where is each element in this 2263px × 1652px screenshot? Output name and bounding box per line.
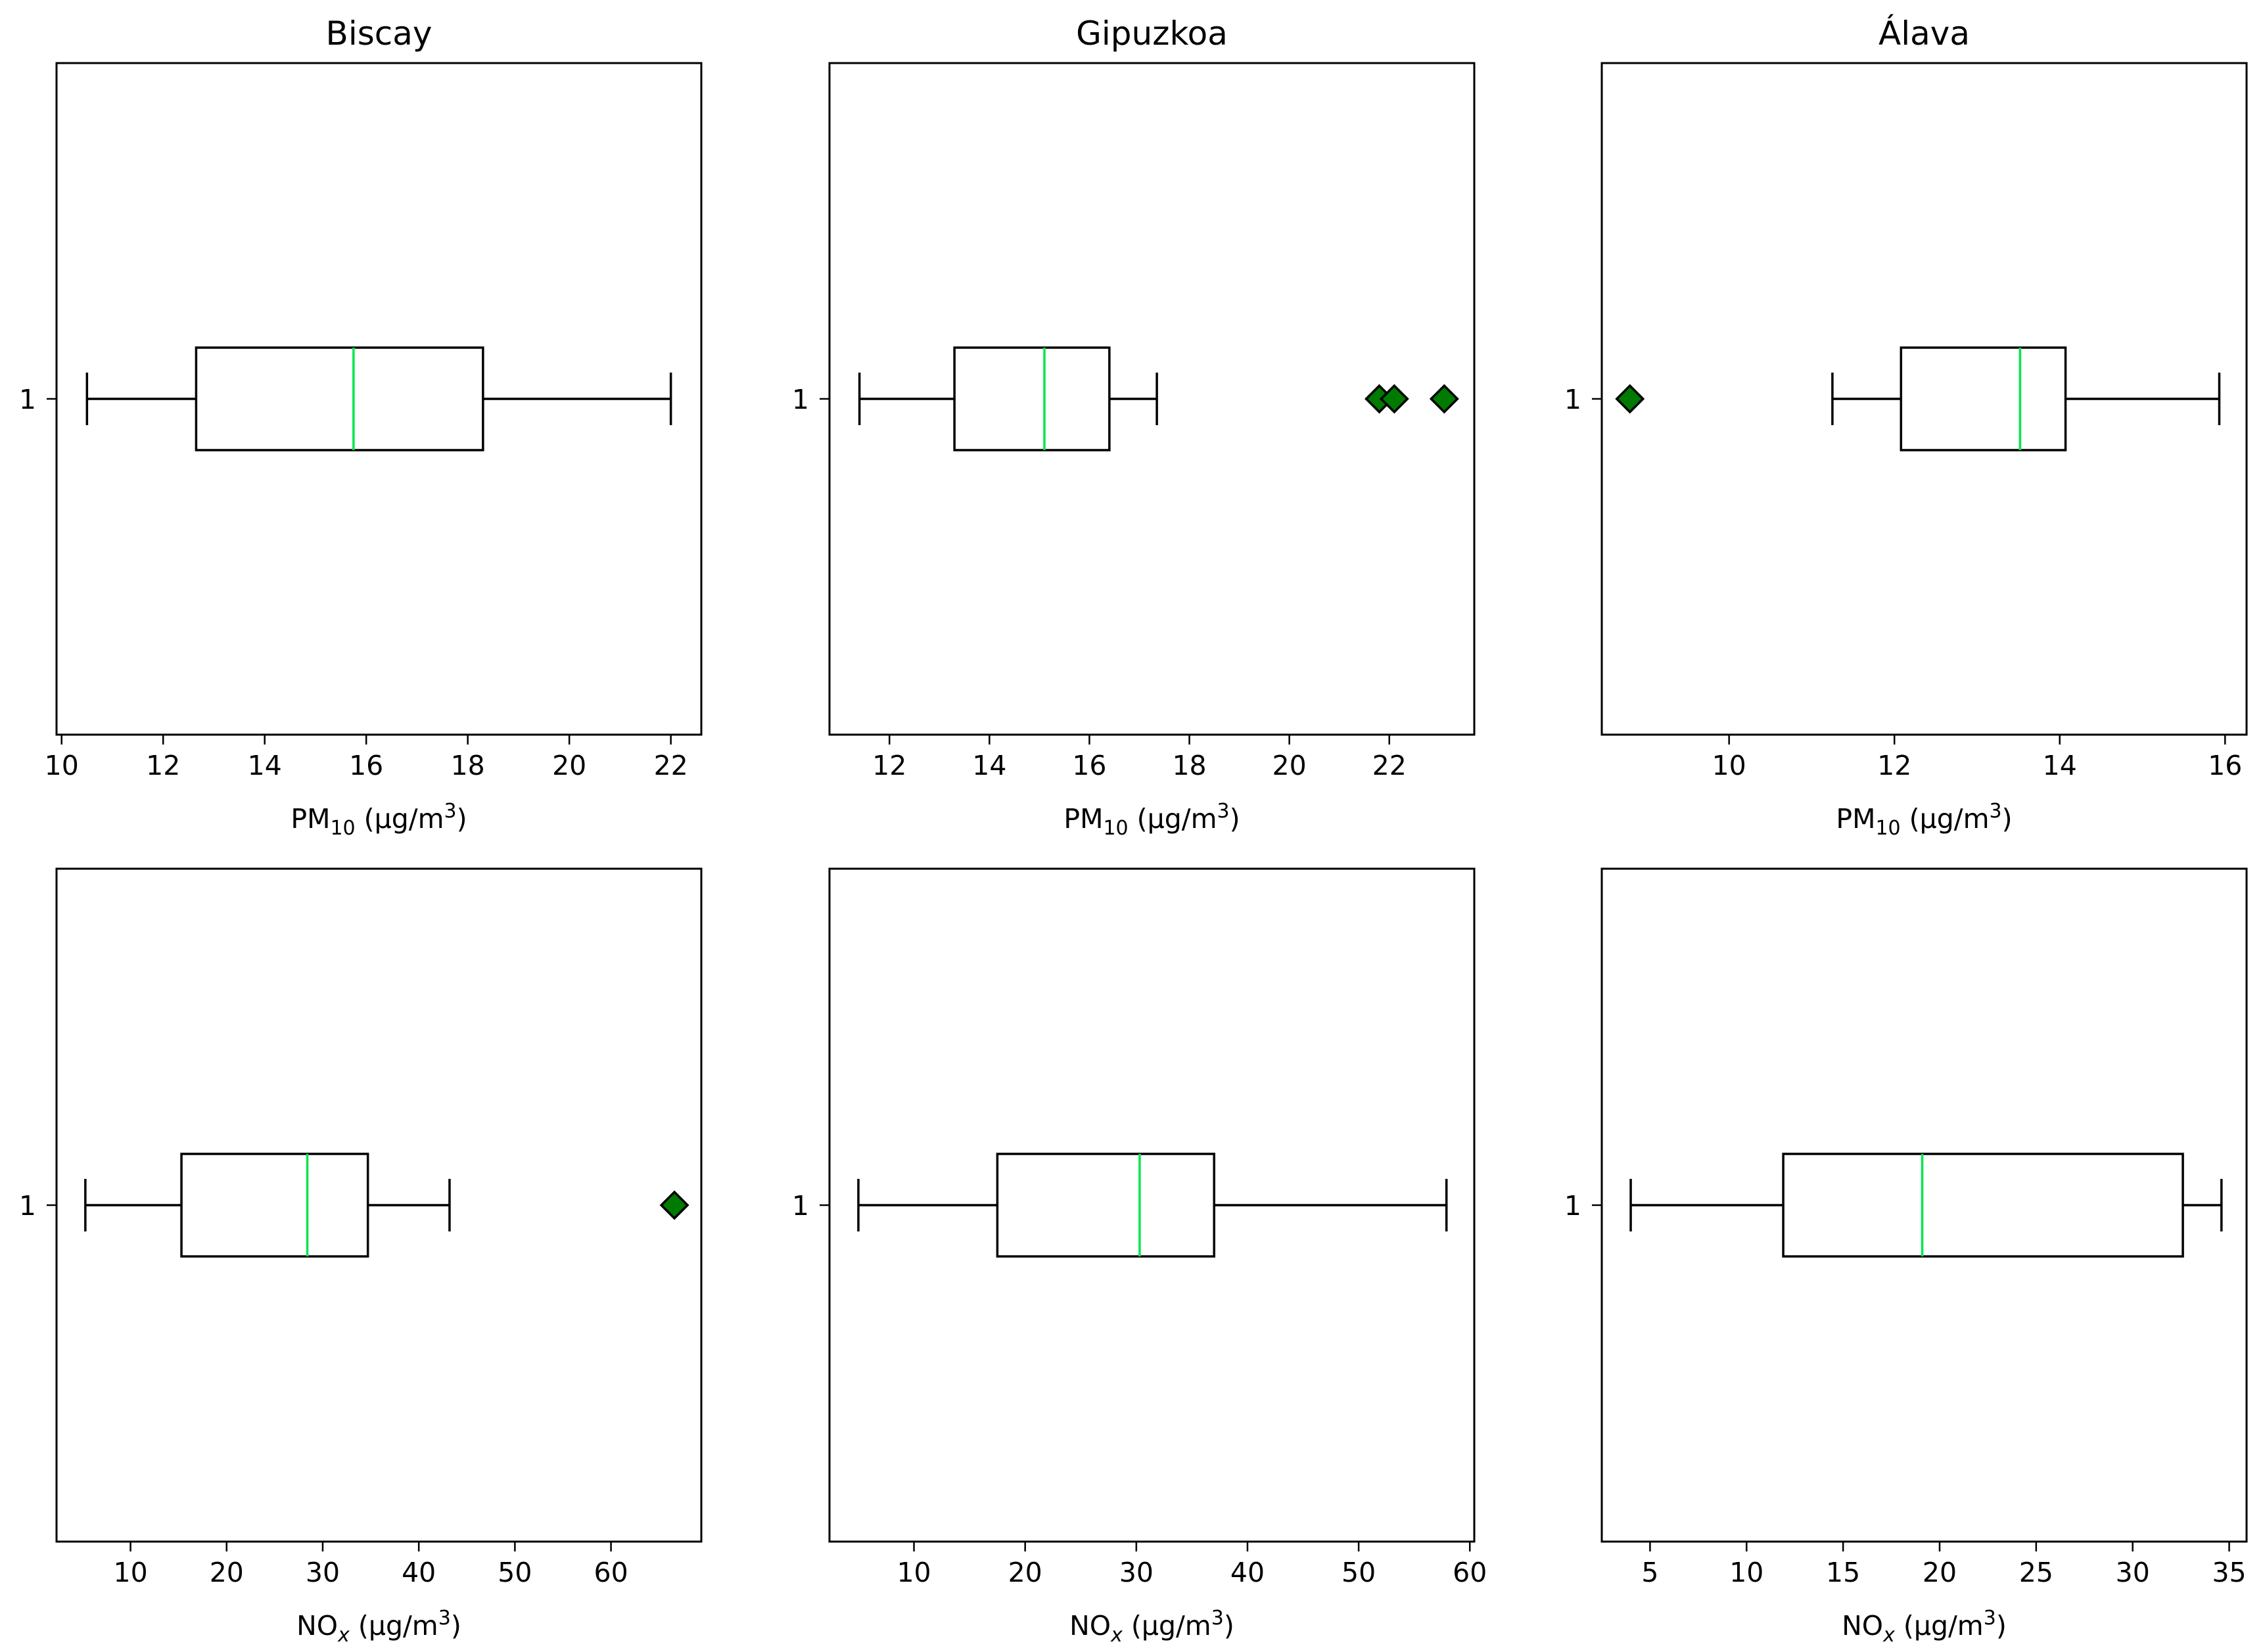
panel-2-xlabel-sup: 3 (1217, 800, 1230, 823)
panel-5-xtick-label: 30 (1119, 1557, 1154, 1588)
panel-3-outlier-point (1615, 384, 1645, 414)
panel-5-xlabel-sub: x (1110, 1624, 1123, 1647)
panel-2-ytick-label: 1 (792, 384, 809, 415)
panel-1-xlabel-unit-close: ) (457, 803, 467, 835)
panel-2-xtick-label: 22 (1372, 750, 1407, 781)
panel-1-xlabel-unit-open: (µg/m (356, 803, 444, 835)
panel-2-xtick-label: 16 (1072, 750, 1106, 781)
panel-4-xlabel-sub: x (337, 1624, 350, 1647)
panel-3-xlabel-unit-open: (µg/m (1901, 803, 1990, 835)
panel-5-xtick-label: 10 (897, 1557, 931, 1588)
panel-4-xtick-label: 30 (306, 1557, 340, 1588)
panel-3-title: Álava (1878, 14, 1970, 53)
panel-3-ytick-label: 1 (1564, 384, 1581, 415)
panel-2-xlabel-unit-open: (µg/m (1129, 803, 1217, 835)
panel-5-xtick-label: 60 (1453, 1557, 1487, 1588)
panel-4-box (180, 1153, 369, 1258)
panel-6-xtick-label: 15 (1826, 1557, 1860, 1588)
panel-3-xlabel-unit-close: ) (2002, 803, 2013, 835)
panel-4-xtick-label: 20 (210, 1557, 244, 1588)
panel-3-xlabel-sub: 10 (1875, 817, 1900, 840)
panel-2-xtick-label: 14 (972, 750, 1006, 781)
panel-6-xtick-label: 25 (2019, 1557, 2053, 1588)
panel-2-xtick-label: 18 (1172, 750, 1206, 781)
panel-1-title: Biscay (326, 14, 432, 53)
panel-6-xtick-label: 35 (2212, 1557, 2246, 1588)
panel-4-xlabel-unit-close: ) (451, 1610, 461, 1641)
panel-1-xlabel-sub: 10 (330, 817, 355, 840)
panel-3-box (1900, 346, 2067, 451)
panel-6-xtick-label: 20 (1923, 1557, 1957, 1588)
panel-2-xlabel-unit-close: ) (1230, 803, 1240, 835)
panel-6-box (1782, 1153, 2184, 1258)
panel-4-xlabel-main: NO (296, 1610, 338, 1641)
panel-1-xtick-label: 16 (349, 750, 383, 781)
panel-1-xtick-label: 10 (45, 750, 79, 781)
panel-2-outlier-point (1429, 384, 1459, 414)
panel-5-xlabel-unit-open: (µg/m (1123, 1610, 1211, 1641)
panel-4: 10 20 30 40 50 60 1 NOx (µg/m3) (19, 867, 703, 1647)
panel-4-xlabel: NOx (µg/m3) (296, 1607, 461, 1647)
panel-3-xtick-label: 10 (1712, 750, 1746, 781)
panel-5-xlabel-main: NO (1069, 1610, 1111, 1641)
panel-1-ytick-label: 1 (19, 384, 36, 415)
panel-6-xlabel: NOx (µg/m3) (1842, 1607, 2007, 1647)
panel-5-xlabel-unit-close: ) (1224, 1610, 1234, 1641)
panel-6-xtick-label: 30 (2116, 1557, 2150, 1588)
panel-6-xlabel-main: NO (1842, 1610, 1883, 1641)
panel-2-xlabel-sub: 10 (1103, 817, 1128, 840)
panel-4-xtick-label: 10 (113, 1557, 147, 1588)
panel-2: Gipuzkoa 12 14 16 18 20 22 1 PM10 (µg/m3) (792, 14, 1476, 840)
panel-5-xtick-label: 50 (1341, 1557, 1376, 1588)
panel-2-outlier-point (1379, 384, 1409, 414)
panel-1-xlabel-main: PM (291, 803, 330, 835)
panel-5-box (996, 1153, 1215, 1258)
panel-6: 5 10 15 20 25 30 35 1 NOx (µg/m3) (1564, 867, 2248, 1647)
panel-2-box (953, 346, 1111, 451)
panel-2-xlabel: PM10 (µg/m3) (1063, 800, 1240, 840)
panel-6-xtick-label: 10 (1729, 1557, 1763, 1588)
panel-1-box (195, 346, 484, 451)
panel-5-xtick-label: 40 (1230, 1557, 1265, 1588)
panel-2-xlabel-main: PM (1063, 803, 1103, 835)
panel-1-xtick-label: 22 (654, 750, 688, 781)
panel-6-xlabel-sup: 3 (1984, 1607, 1996, 1630)
panel-4-outlier-point (659, 1190, 689, 1220)
panel-6-xlabel-unit-open: (µg/m (1895, 1610, 1984, 1641)
panel-3-xlabel-sup: 3 (1990, 800, 2002, 823)
panel-4-xtick-label: 60 (594, 1557, 628, 1588)
panel-5-ytick-label: 1 (792, 1190, 809, 1222)
panel-6-xlabel-unit-close: ) (1996, 1610, 2007, 1641)
panel-6-xtick-label: 5 (1641, 1557, 1658, 1588)
panel-1-xlabel-sup: 3 (444, 800, 457, 823)
panel-1-xlabel: PM10 (µg/m3) (291, 800, 467, 840)
panel-2-xtick-label: 20 (1272, 750, 1307, 781)
panel-6-xlabel-sub: x (1882, 1624, 1895, 1647)
panel-3-xtick-label: 12 (1877, 750, 1911, 781)
panel-1-xtick-label: 20 (552, 750, 586, 781)
panel-2-xtick-label: 12 (872, 750, 906, 781)
panel-3-xlabel-main: PM (1836, 803, 1875, 835)
panel-3-xtick-label: 14 (2043, 750, 2077, 781)
panel-3-xtick-label: 16 (2208, 750, 2242, 781)
panel-3-xlabel: PM10 (µg/m3) (1836, 800, 2012, 840)
panel-4-ytick-label: 1 (19, 1190, 36, 1222)
panel-6-ytick-label: 1 (1564, 1190, 1581, 1222)
panel-4-xtick-label: 40 (402, 1557, 436, 1588)
panel-1-xtick-label: 14 (248, 750, 282, 781)
panel-1-xtick-label: 12 (146, 750, 180, 781)
panel-2-title: Gipuzkoa (1076, 14, 1228, 53)
panel-5-xtick-label: 20 (1008, 1557, 1042, 1588)
panel-5-xlabel: NOx (µg/m3) (1069, 1607, 1234, 1647)
panel-4-xtick-label: 50 (498, 1557, 532, 1588)
panel-5: 10 20 30 40 50 60 1 NOx (µg/m3) (792, 867, 1487, 1647)
panel-5-xlabel-sup: 3 (1211, 1607, 1224, 1630)
panel-4-xlabel-unit-open: (µg/m (350, 1610, 438, 1641)
panel-4-xlabel-sup: 3 (438, 1607, 451, 1630)
panel-1-xtick-label: 18 (451, 750, 485, 781)
